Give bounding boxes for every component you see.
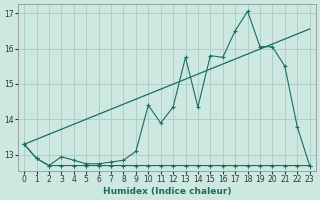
X-axis label: Humidex (Indice chaleur): Humidex (Indice chaleur) — [103, 187, 231, 196]
